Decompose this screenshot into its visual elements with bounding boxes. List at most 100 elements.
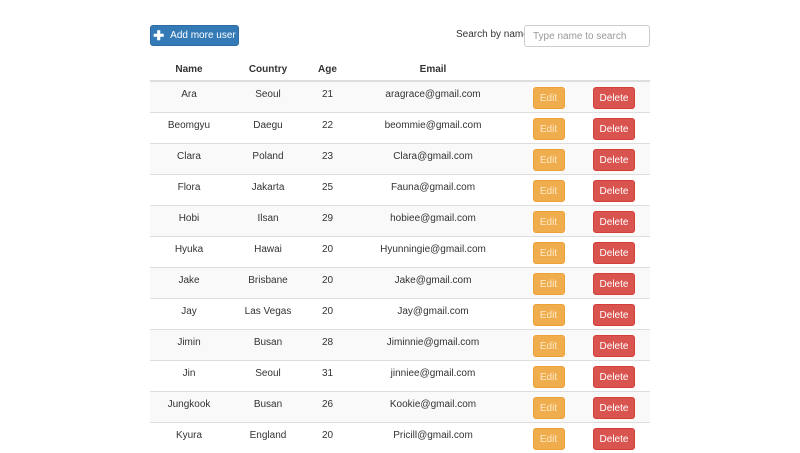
- cell-country: Seoul: [228, 80, 308, 112]
- delete-button[interactable]: Delete: [593, 334, 635, 357]
- cell-action: Edit: [519, 328, 578, 360]
- cell-action: Edit: [519, 173, 578, 205]
- cell-age: 23: [308, 142, 347, 174]
- search-input[interactable]: [524, 25, 650, 47]
- cell-country: Daegu: [228, 111, 308, 143]
- cell-action: Delete: [578, 390, 650, 422]
- cell-age: 20: [308, 235, 347, 267]
- cell-email: Pricill@gmail.com: [347, 421, 519, 453]
- delete-button[interactable]: Delete: [593, 179, 635, 202]
- edit-button[interactable]: Edit: [532, 427, 565, 450]
- cell-age: 20: [308, 297, 347, 329]
- cell-name: Jimin: [150, 328, 228, 360]
- cell-action: Edit: [519, 204, 578, 236]
- cell-age: 31: [308, 359, 347, 391]
- delete-button[interactable]: Delete: [593, 427, 635, 450]
- table-row: Beomgyu Daegu 22 beommie@gmail.com Edit Delet…: [150, 111, 650, 143]
- cell-email: Jake@gmail.com: [347, 266, 519, 298]
- edit-button[interactable]: Edit: [532, 148, 565, 171]
- header-delete: [578, 58, 650, 82]
- cell-name: Jungkook: [150, 390, 228, 422]
- cell-country: England: [228, 421, 308, 453]
- cell-name: Hobi: [150, 204, 228, 236]
- header-email: Email: [347, 58, 519, 82]
- table-row: Jungkook Busan 26 Kookie@gmail.com Edit Delet…: [150, 390, 650, 422]
- plus-icon: ✚: [153, 28, 165, 43]
- delete-button[interactable]: Delete: [593, 117, 635, 140]
- delete-button[interactable]: Delete: [593, 87, 635, 109]
- search-label: Search by name:: [456, 29, 532, 40]
- delete-button[interactable]: Delete: [593, 148, 635, 171]
- table-row: Hyuka Hawai 20 Hyunningie@gmail.com Edit Dele…: [150, 235, 650, 267]
- cell-age: 25: [308, 173, 347, 205]
- cell-action: Delete: [578, 266, 650, 298]
- add-user-button[interactable]: ✚ Add more user: [150, 25, 239, 46]
- cell-country: Jakarta: [228, 173, 308, 205]
- cell-email: Kookie@gmail.com: [347, 390, 519, 422]
- table-header: Name Country Age Email: [150, 58, 650, 82]
- cell-action: Edit: [519, 142, 578, 174]
- cell-age: 22: [308, 111, 347, 143]
- cell-age: 29: [308, 204, 347, 236]
- cell-action: Delete: [578, 111, 650, 143]
- cell-name: Jay: [150, 297, 228, 329]
- cell-name: Jake: [150, 266, 228, 298]
- header-age: Age: [308, 58, 347, 82]
- cell-action: Delete: [578, 80, 650, 112]
- cell-country: Busan: [228, 328, 308, 360]
- cell-country: Busan: [228, 390, 308, 422]
- table-row: Clara Poland 23 Clara@gmail.com Edit Delete: [150, 142, 650, 174]
- cell-age: 28: [308, 328, 347, 360]
- table-row: Jake Brisbane 20 Jake@gmail.com Edit Delete: [150, 266, 650, 298]
- delete-button[interactable]: Delete: [593, 272, 635, 295]
- cell-name: Beomgyu: [150, 111, 228, 143]
- cell-email: hobiee@gmail.com: [347, 204, 519, 236]
- edit-button[interactable]: Edit: [532, 117, 565, 140]
- edit-button[interactable]: Edit: [532, 334, 565, 357]
- cell-name: Jin: [150, 359, 228, 391]
- cell-email: Jay@gmail.com: [347, 297, 519, 329]
- cell-action: Edit: [519, 421, 578, 453]
- delete-button[interactable]: Delete: [593, 241, 635, 264]
- cell-age: 20: [308, 421, 347, 453]
- cell-email: jinniee@gmail.com: [347, 359, 519, 391]
- table-row: Jimin Busan 28 Jiminnie@gmail.com Edit Delete: [150, 328, 650, 360]
- cell-name: Flora: [150, 173, 228, 205]
- cell-action: Delete: [578, 421, 650, 453]
- cell-action: Delete: [578, 173, 650, 205]
- table-row: Jin Seoul 31 jinniee@gmail.com Edit Delete: [150, 359, 650, 391]
- cell-action: Delete: [578, 328, 650, 360]
- edit-button[interactable]: Edit: [532, 179, 565, 202]
- cell-action: Delete: [578, 359, 650, 391]
- cell-country: Ilsan: [228, 204, 308, 236]
- cell-action: Delete: [578, 142, 650, 174]
- cell-action: Delete: [578, 235, 650, 267]
- table-row: Flora Jakarta 25 Fauna@gmail.com Edit Delete: [150, 173, 650, 205]
- edit-button[interactable]: Edit: [532, 210, 565, 233]
- cell-name: Clara: [150, 142, 228, 174]
- header-name: Name: [150, 58, 228, 82]
- cell-name: Hyuka: [150, 235, 228, 267]
- cell-email: Fauna@gmail.com: [347, 173, 519, 205]
- table-row: Ara Seoul 21 aragrace@gmail.com Edit Delete: [150, 80, 650, 112]
- delete-button[interactable]: Delete: [593, 365, 635, 388]
- cell-name: Kyura: [150, 421, 228, 453]
- cell-action: Edit: [519, 266, 578, 298]
- edit-button[interactable]: Edit: [532, 396, 565, 419]
- cell-age: 21: [308, 80, 347, 112]
- cell-action: Edit: [519, 111, 578, 143]
- edit-button[interactable]: Edit: [532, 87, 565, 109]
- cell-age: 20: [308, 266, 347, 298]
- edit-button[interactable]: Edit: [532, 303, 565, 326]
- cell-action: Edit: [519, 359, 578, 391]
- delete-button[interactable]: Delete: [593, 303, 635, 326]
- edit-button[interactable]: Edit: [532, 272, 565, 295]
- edit-button[interactable]: Edit: [532, 365, 565, 388]
- cell-email: Clara@gmail.com: [347, 142, 519, 174]
- cell-email: aragrace@gmail.com: [347, 80, 519, 112]
- cell-action: Delete: [578, 204, 650, 236]
- edit-button[interactable]: Edit: [532, 241, 565, 264]
- delete-button[interactable]: Delete: [593, 210, 635, 233]
- delete-button[interactable]: Delete: [593, 396, 635, 419]
- cell-action: Edit: [519, 390, 578, 422]
